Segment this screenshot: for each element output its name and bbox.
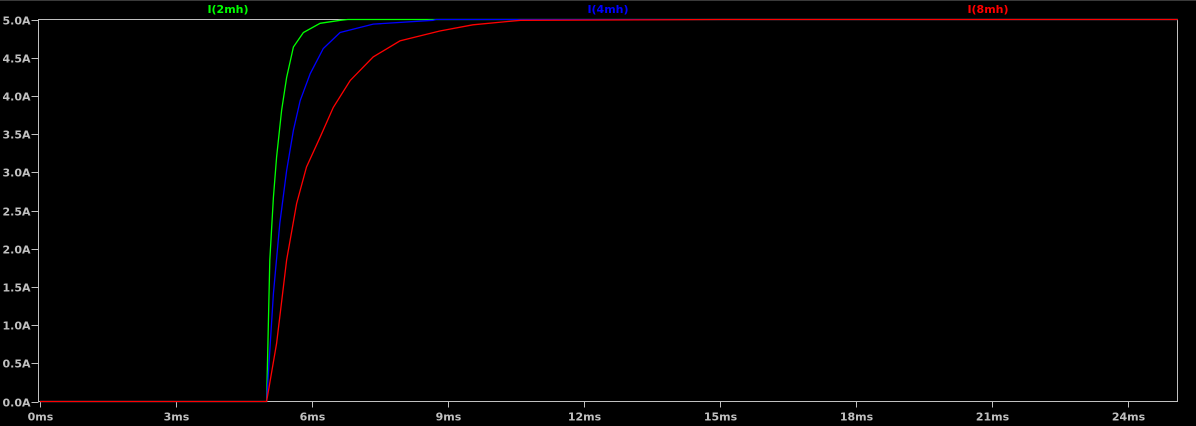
- legend-i4mh[interactable]: I(4mh): [587, 3, 628, 16]
- series-line-i4mh[interactable]: [40, 18, 1178, 403]
- y-tick-label: 1.5A: [3, 282, 31, 295]
- x-tick-label: 0ms: [28, 411, 54, 424]
- y-tick-label: 5.0A: [3, 15, 31, 28]
- x-tick-label: 3ms: [164, 411, 190, 424]
- y-tick-label: 3.0A: [3, 167, 31, 180]
- y-tick-label: 0.0A: [3, 397, 31, 410]
- legend-i2mh[interactable]: I(2mh): [207, 3, 248, 16]
- y-tick-label: 0.5A: [3, 358, 31, 371]
- series-group: [40, 18, 1178, 403]
- x-tick-label: 9ms: [436, 411, 462, 424]
- y-tick-label: 2.0A: [3, 244, 31, 257]
- axes: 0.0A 0.5A 1.0A 1.5A 2.0A 2.5A 3.0A 3.5A 4.0A 4.5A…: [3, 15, 1178, 424]
- series-line-i2mh[interactable]: [40, 18, 1178, 403]
- x-tick-label: 6ms: [300, 411, 326, 424]
- plot-frame: [38, 19, 1178, 402]
- y-tick-label: 4.0A: [3, 91, 31, 104]
- y-tick-label: 3.5A: [3, 129, 31, 142]
- x-tick-label: 24ms: [1112, 411, 1146, 424]
- x-tick-label: 18ms: [840, 411, 874, 424]
- legend: I(2mh) I(4mh) I(8mh): [207, 3, 1008, 16]
- x-tick-label: 15ms: [704, 411, 738, 424]
- y-tick-label: 2.5A: [3, 206, 31, 219]
- window-top-border: [0, 0, 1196, 1]
- y-tick-label: 1.0A: [3, 320, 31, 333]
- series-line-i8mh[interactable]: [40, 18, 1178, 403]
- x-tick-label: 21ms: [976, 411, 1010, 424]
- y-tick-label: 4.5A: [3, 53, 31, 66]
- x-tick-label: 12ms: [568, 411, 602, 424]
- legend-i8mh[interactable]: I(8mh): [967, 3, 1008, 16]
